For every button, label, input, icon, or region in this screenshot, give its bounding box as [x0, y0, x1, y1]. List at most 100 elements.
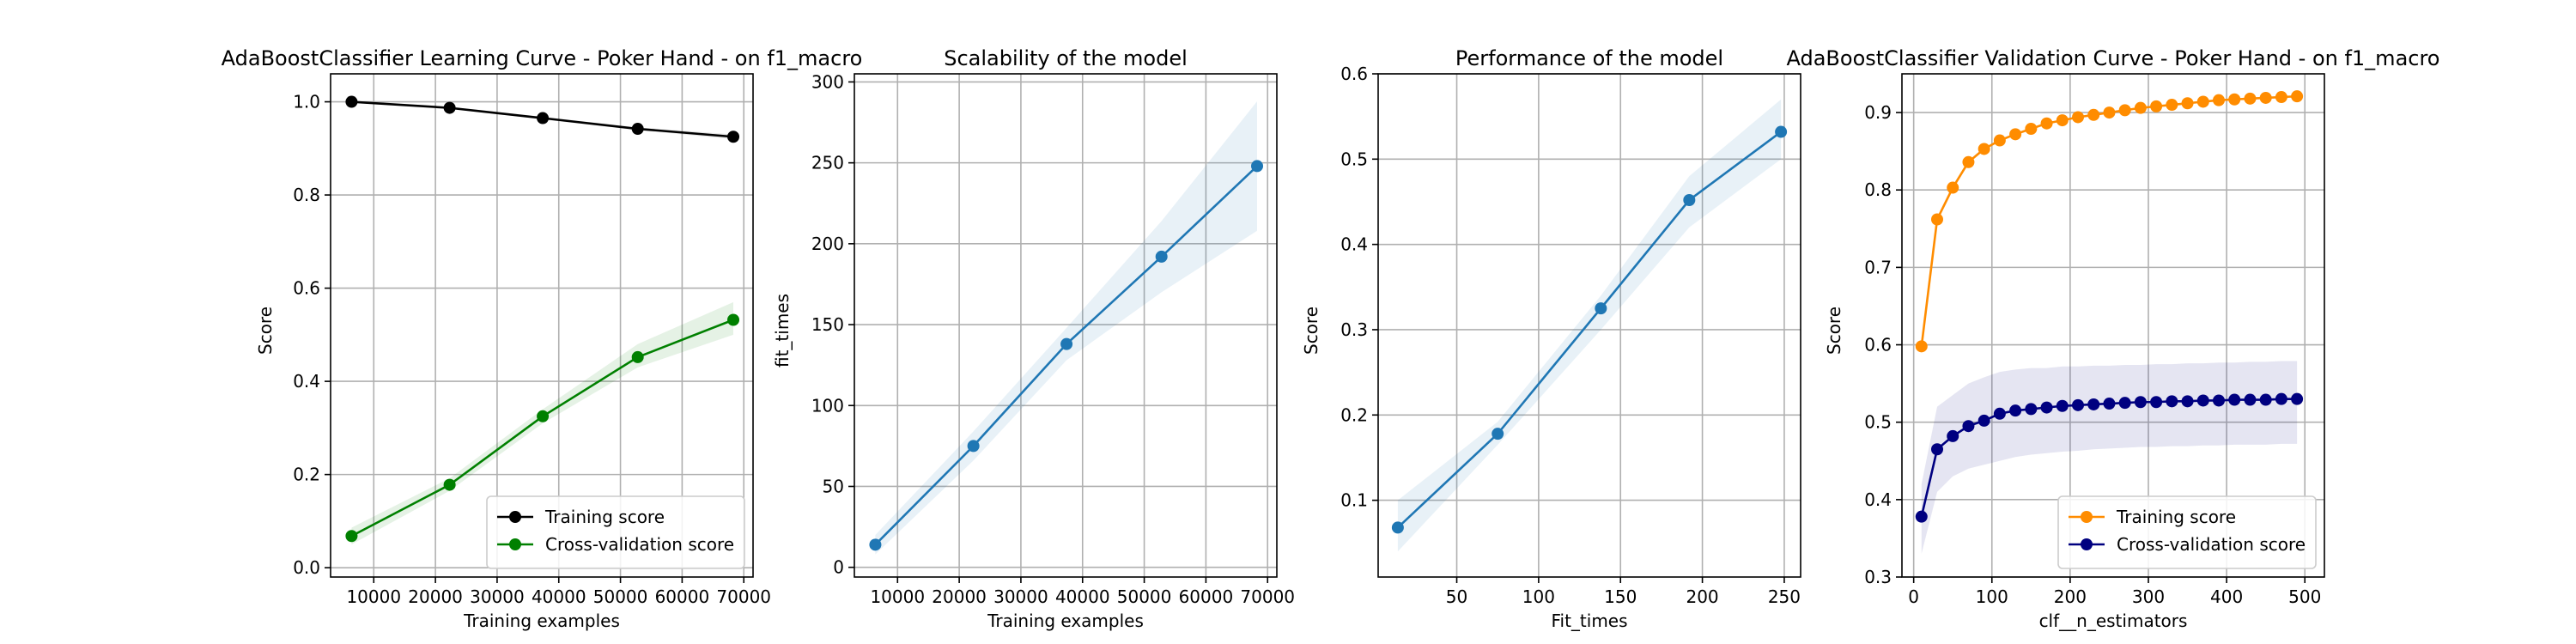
s1-xtick-label-4: 50000: [593, 586, 648, 607]
s3-ytick-label-3: 0.4: [1340, 234, 1368, 255]
s3-ytick-label-1: 0.2: [1340, 404, 1368, 425]
s4-xtick-label-2: 200: [2054, 586, 2087, 607]
s4-series-0-point-10: [2072, 111, 2084, 124]
s4-series-1-point-11: [2087, 398, 2100, 410]
s2-xtick-label-0: 10000: [870, 586, 925, 607]
s3-xtick-label-1: 100: [1522, 586, 1555, 607]
s1-series-1-point-0: [345, 530, 358, 543]
subplot-2-xlabel: Training examples: [987, 611, 1144, 631]
subplot-scalability: 10000 20000 30000 40000 50000 60000 70000 0 50 10…: [772, 46, 1295, 631]
s4-series-1-point-1: [1931, 443, 1943, 456]
s2-series-0-point-3: [1155, 250, 1168, 263]
s1-legend-marker-1: [509, 538, 521, 550]
s4-legend-marker-0: [2081, 511, 2093, 523]
s4-series-1-point-19: [2213, 394, 2225, 407]
s4-legend-box: [2057, 495, 2317, 569]
s2-ytick-label-5: 250: [811, 153, 844, 173]
s4-xtick-label-3: 300: [2132, 586, 2165, 607]
s1-ytick-label-0: 0.0: [293, 557, 320, 578]
subplot-1-ylabel: Score: [255, 307, 276, 355]
s1-legend-box: [486, 495, 745, 569]
subplot-1-title: AdaBoostClassifier Learning Curve - Poke…: [222, 46, 863, 70]
s1-series-1-point-1: [443, 478, 456, 491]
s2-axes-frame: [854, 73, 1278, 578]
s4-series-0-point-9: [2056, 114, 2069, 127]
s4-xtick-label-0: 0: [1908, 586, 1919, 607]
s1-series-0-point-3: [631, 123, 644, 136]
s2-ytick-label-2: 100: [811, 395, 844, 416]
s4-series-1-point-10: [2072, 398, 2084, 411]
s4-series-1-point-21: [2244, 393, 2257, 406]
s1-xtick-label-2: 30000: [470, 586, 525, 607]
subplot-4-title: AdaBoostClassifier Validation Curve - Po…: [1786, 46, 2439, 70]
s1-ytick-label-1: 0.2: [293, 465, 320, 485]
s4-series-0-point-1: [1931, 213, 1943, 226]
s1-xtick-label-6: 70000: [716, 586, 771, 607]
s4-xtick-label-4: 400: [2210, 586, 2243, 607]
s4-series-0-point-11: [2087, 108, 2100, 121]
s4-series-1-point-15: [2150, 396, 2163, 409]
s1-series-1-point-2: [537, 410, 550, 422]
s4-series-1-point-14: [2134, 396, 2147, 409]
s2-xtick-label-1: 20000: [932, 586, 987, 607]
s4-series-1-point-0: [1915, 510, 1928, 523]
s4-series-1-point-13: [2118, 397, 2131, 410]
plot-area-3: 50 100 150 200 250 0.1 0.2 0.3 0.4 0.5 0.6: [1340, 64, 1801, 607]
s4-ytick-label-0: 0.3: [1864, 567, 1892, 587]
s4-series-1-point-12: [2103, 398, 2116, 410]
subplot-4-ylabel: Score: [1824, 307, 1844, 355]
s1-ytick-label-5: 1.0: [293, 92, 320, 112]
s1-ytick-label-3: 0.6: [293, 278, 320, 299]
subplot-4-xlabel: clf__n_estimators: [2039, 611, 2188, 631]
s1-xtick-label-1: 20000: [408, 586, 463, 607]
s4-series-1-point-7: [2025, 403, 2038, 416]
s4-series-1-point-17: [2181, 395, 2194, 408]
s4-series-0-point-16: [2166, 99, 2178, 112]
s4-series-1-point-24: [2291, 392, 2304, 405]
plot-area-4: 0 100 200 300 400 500 0.3 0.4 0.5 0.6 0.7 0.8 0.9 Tra…: [1864, 73, 2325, 607]
s4-ytick-label-1: 0.4: [1864, 489, 1892, 510]
s3-axes-frame: [1377, 73, 1801, 578]
s1-ytick-label-2: 0.4: [293, 371, 320, 392]
subplot-learning-curve: 10000 20000 30000 40000 50000 60000 70000 0.0 0.…: [222, 46, 863, 631]
s4-ytick-label-2: 0.5: [1864, 412, 1892, 433]
s4-ytick-label-5: 0.8: [1864, 179, 1892, 200]
subplot-2-title: Scalability of the model: [944, 46, 1188, 70]
s2-ytick-label-3: 150: [811, 314, 844, 335]
s4-series-0-point-12: [2103, 106, 2116, 119]
s4-series-1-point-4: [1978, 414, 1990, 427]
s4-axes-frame: [1901, 73, 2325, 578]
s4-series-1-point-23: [2275, 392, 2287, 405]
s4-series-0-point-6: [2009, 128, 2022, 141]
s1-legend-marker-0: [509, 511, 521, 523]
subplot-performance: 50 100 150 200 250 0.1 0.2 0.3 0.4 0.5 0.6 Perform…: [1301, 46, 1801, 631]
s2-series-0-point-1: [967, 440, 980, 453]
s4-series-0-point-19: [2213, 94, 2225, 106]
s4-series-0-point-13: [2118, 104, 2131, 117]
s1-xtick-label-3: 40000: [532, 586, 586, 607]
s1-series-0-point-1: [443, 101, 456, 114]
s4-series-1-point-22: [2259, 393, 2272, 406]
s4-ytick-label-4: 0.7: [1864, 257, 1892, 277]
s2-xtick-label-2: 30000: [993, 586, 1048, 607]
s4-xtick-label-5: 500: [2288, 586, 2321, 607]
s4-series-1-point-3: [1962, 420, 1975, 433]
s4-series-1-point-6: [2009, 404, 2022, 417]
s4-series-0-point-4: [1978, 143, 1990, 155]
s4-series-0-point-0: [1915, 340, 1928, 353]
s1-legend-label-1: Cross-validation score: [545, 534, 734, 555]
s2-xtick-label-6: 70000: [1240, 586, 1295, 607]
plot-area-2: 10000 20000 30000 40000 50000 60000 70000 0 50 10…: [811, 71, 1295, 607]
s3-xtick-label-4: 250: [1768, 586, 1801, 607]
s4-series-0-point-3: [1962, 155, 1975, 168]
s3-series-0-point-4: [1775, 125, 1788, 138]
plot-area-1: 10000 20000 30000 40000 50000 60000 70000 0.0 0.…: [293, 73, 771, 607]
s2-series-0-point-4: [1251, 160, 1264, 173]
s4-series-0-point-2: [1947, 181, 1959, 194]
s2-xtick-label-4: 50000: [1117, 586, 1172, 607]
s4-series-0-point-18: [2196, 95, 2209, 108]
s3-ytick-label-0: 0.1: [1340, 490, 1368, 511]
s3-ytick-label-5: 0.6: [1340, 64, 1368, 84]
s1-axes-frame: [330, 73, 754, 578]
